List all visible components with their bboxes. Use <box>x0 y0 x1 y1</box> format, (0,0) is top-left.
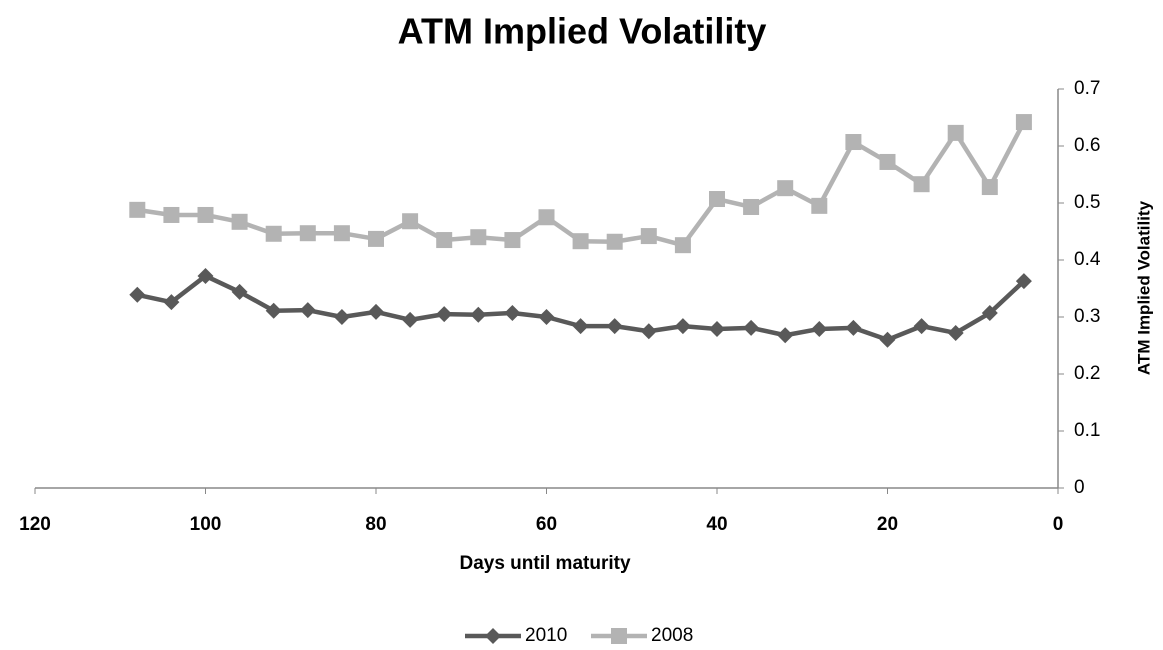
y-tick-label: 0.1 <box>1074 420 1100 441</box>
marker <box>368 230 384 247</box>
marker <box>538 209 555 226</box>
marker <box>879 331 896 348</box>
marker <box>674 237 691 254</box>
marker <box>129 201 146 218</box>
marker <box>163 206 180 223</box>
marker <box>640 323 657 340</box>
marker <box>709 191 725 208</box>
marker <box>299 302 316 319</box>
marker <box>197 267 214 284</box>
marker <box>981 179 998 196</box>
marker <box>504 232 521 249</box>
marker <box>674 318 691 335</box>
y-axis-label: ATM Implied Volatility <box>1134 200 1153 375</box>
marker <box>231 213 248 230</box>
marker <box>777 327 794 344</box>
marker <box>402 311 419 328</box>
marker <box>470 306 487 323</box>
marker <box>572 318 589 335</box>
marker <box>129 286 146 303</box>
marker <box>538 309 555 325</box>
legend-label: 2008 <box>651 625 693 646</box>
x-tick-label: 0 <box>1053 514 1064 535</box>
x-tick-label: 100 <box>190 514 222 535</box>
marker <box>606 318 623 335</box>
y-tick-label: 0.6 <box>1074 135 1100 156</box>
chart-title: ATM Implied Volatility <box>398 11 767 52</box>
marker <box>1015 114 1032 131</box>
marker <box>572 233 589 250</box>
x-tick-label: 120 <box>19 514 51 535</box>
marker <box>611 628 627 644</box>
marker <box>811 197 828 214</box>
y-tick-label: 0.2 <box>1074 363 1100 384</box>
marker <box>981 305 998 322</box>
marker <box>777 180 794 197</box>
marker <box>504 305 521 322</box>
marker <box>640 228 657 245</box>
marker <box>743 198 760 215</box>
marker <box>265 302 282 319</box>
marker <box>709 320 725 337</box>
x-tick-label: 60 <box>536 514 557 535</box>
marker <box>436 306 453 323</box>
x-axis-label: Days until maturity <box>459 553 630 574</box>
marker <box>485 628 501 644</box>
marker <box>845 319 862 336</box>
marker <box>606 233 623 250</box>
y-tick-label: 0 <box>1074 477 1085 498</box>
marker <box>947 124 964 141</box>
marker <box>947 324 964 341</box>
marker <box>402 213 419 230</box>
marker <box>436 232 453 249</box>
marker <box>470 229 487 246</box>
marker <box>743 319 760 336</box>
x-tick-label: 20 <box>877 514 898 535</box>
marker <box>265 225 282 242</box>
marker <box>163 294 180 311</box>
marker <box>811 320 828 337</box>
marker <box>368 303 384 320</box>
marker <box>1015 273 1032 290</box>
marker <box>913 318 930 335</box>
y-tick-label: 0.4 <box>1074 249 1101 270</box>
x-tick-label: 40 <box>706 514 727 535</box>
marker <box>231 283 248 300</box>
marker <box>879 153 896 170</box>
marker <box>913 176 930 193</box>
y-tick-label: 0.5 <box>1074 192 1100 213</box>
y-tick-label: 0.3 <box>1074 306 1100 327</box>
marker <box>299 225 316 242</box>
marker <box>197 206 214 223</box>
legend-label: 2010 <box>525 625 567 646</box>
marker <box>845 134 862 151</box>
y-tick-label: 0.7 <box>1074 78 1100 99</box>
marker <box>333 225 350 242</box>
x-tick-label: 80 <box>365 514 386 535</box>
marker <box>333 309 350 325</box>
